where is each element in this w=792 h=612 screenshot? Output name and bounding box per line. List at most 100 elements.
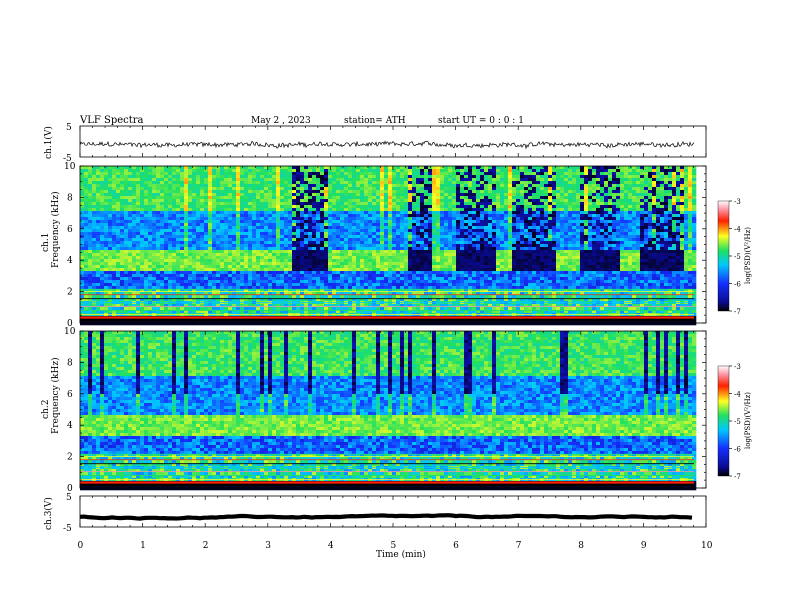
spectrogram-cell (100, 220, 105, 224)
spectrogram-cell (268, 208, 273, 212)
spectrogram-cell (320, 265, 325, 269)
spectrogram-cell (164, 289, 169, 293)
spectrogram-cell (364, 256, 369, 260)
spectrogram-cell (184, 208, 189, 212)
spectrogram-cell (280, 202, 285, 206)
spectrogram-cell (368, 199, 373, 203)
spectrogram-cell (304, 199, 309, 203)
spectrogram-cell (420, 235, 425, 239)
spectrogram-cell (152, 268, 157, 272)
spectrogram-cell (384, 175, 389, 179)
spectrogram-cell (324, 280, 329, 284)
spectrogram-cell (192, 292, 197, 296)
spectrogram-cell (352, 286, 357, 290)
spectrogram-cell (448, 241, 453, 245)
spectrogram-cell (272, 262, 277, 266)
spectrogram-cell (308, 214, 313, 218)
spectrogram-cell (168, 205, 173, 209)
spectrogram-cell (172, 235, 177, 239)
spectrogram-cell (380, 208, 385, 212)
spectrogram-cell (344, 307, 349, 311)
spectrogram-cell (192, 235, 197, 239)
spectrogram-cell (444, 307, 449, 311)
spectrogram-cell (96, 250, 101, 254)
spectrogram-cell (116, 217, 121, 221)
spectrogram-cell (304, 268, 309, 272)
spectrogram-cell (192, 253, 197, 257)
spectrogram-cell (340, 178, 345, 182)
spectrogram-cell (132, 280, 137, 284)
spectrogram-cell (216, 202, 221, 206)
spectrogram-cell (408, 238, 413, 242)
spectrogram-cell (404, 310, 409, 314)
spectrogram-cell (392, 175, 397, 179)
spectrogram-cell (424, 238, 429, 242)
spectrogram-cell (192, 193, 197, 197)
spectrogram-cell (272, 223, 277, 227)
spectrogram-cell (112, 202, 117, 206)
spectrogram-cell (420, 175, 425, 179)
spectrogram-cell (184, 262, 189, 266)
spectrogram-cell (236, 166, 241, 170)
spectrogram-cell (448, 229, 453, 233)
spectrogram-cell (96, 256, 101, 260)
spectrogram-cell (108, 304, 113, 308)
spectrogram-cell (244, 172, 249, 176)
spectrogram-cell (224, 202, 229, 206)
spectrogram-cell (184, 268, 189, 272)
spectrogram-cell (364, 274, 369, 278)
spectrogram-cell (256, 256, 261, 260)
spectrogram-cell (196, 271, 201, 275)
spectrogram-cell (168, 304, 173, 308)
spectrogram-cell (336, 256, 341, 260)
spectrogram-cell (180, 253, 185, 257)
spectrogram-cell (288, 259, 293, 263)
spectrogram-cell (432, 226, 437, 230)
spectrogram-cell (392, 196, 397, 200)
spectrogram-cell (288, 256, 293, 260)
spectrogram-cell (444, 211, 449, 215)
spectrogram-cell (428, 181, 433, 185)
spectrogram-cell (92, 304, 97, 308)
spectrogram-cell (216, 283, 221, 287)
spectrogram-cell (196, 214, 201, 218)
spectrogram-cell (276, 208, 281, 212)
spectrogram-cell (104, 211, 109, 215)
spectrogram-cell (176, 169, 181, 173)
spectrogram-cell (288, 178, 293, 182)
spectrogram-cell (392, 208, 397, 212)
spectrogram-cell (444, 205, 449, 209)
spectrogram-cell (236, 286, 241, 290)
spectrogram-cell (456, 178, 461, 182)
spectrogram-cell (204, 271, 209, 275)
spectrogram-cell (400, 286, 405, 290)
spectrogram-cell (308, 262, 313, 266)
spectrogram-cell (152, 256, 157, 260)
spectrogram-cell (344, 226, 349, 230)
spectrogram-cell (388, 178, 393, 182)
spectrogram-cell (168, 229, 173, 233)
spectrogram-cell (148, 322, 153, 326)
spectrogram-cell (208, 265, 213, 269)
spectrogram-cell (392, 181, 397, 185)
spectrogram-cell (220, 286, 225, 290)
spectrogram-cell (240, 244, 245, 248)
spectrogram-cell (196, 289, 201, 293)
spectrogram-cell (284, 178, 289, 182)
spectrogram-cell (372, 283, 377, 287)
spectrogram-cell (332, 232, 337, 236)
spectrogram-cell (92, 220, 97, 224)
spectrogram-cell (124, 169, 129, 173)
spectrogram-cell (92, 223, 97, 227)
spectrogram-cell (444, 271, 449, 275)
spectrogram-cell (124, 274, 129, 278)
spectrogram-cell (368, 169, 373, 173)
spectrogram-cell (364, 253, 369, 257)
spectrogram-cell (84, 181, 89, 185)
spectrogram-cell (344, 298, 349, 302)
spectrogram-cell (396, 193, 401, 197)
spectrogram-cell (360, 196, 365, 200)
spectrogram-cell (168, 289, 173, 293)
spectrogram-cell (300, 187, 305, 191)
spectrogram-cell (440, 166, 445, 170)
